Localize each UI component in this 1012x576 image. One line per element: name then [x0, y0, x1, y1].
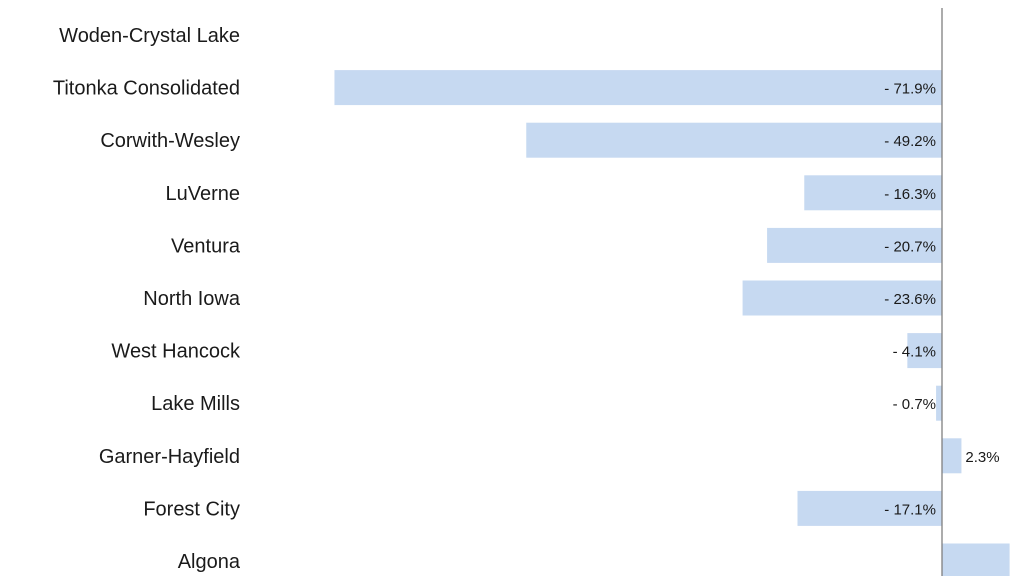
bar-corwith-wesley: [526, 122, 942, 158]
category-label-north-iowa: North Iowa: [143, 288, 241, 310]
bar-ventura: [767, 227, 942, 263]
category-label-luverne: LuVerne: [165, 183, 240, 205]
category-label-ventura: Ventura: [171, 235, 241, 257]
bar-forest-city: [797, 490, 942, 526]
category-labels-group: Woden-Crystal Lake Titonka Consolidated Co…: [53, 25, 241, 573]
bar-luverne: [804, 175, 942, 211]
value-label-garner-hayfield: 2.3%: [965, 449, 999, 466]
category-label-titonka-consolidated: Titonka Consolidated: [53, 78, 240, 100]
category-label-woden-crystal-lake: Woden-Crystal Lake: [59, 25, 240, 47]
value-label-lake-mills: - 0.7%: [893, 396, 936, 413]
bar-lake-mills: [936, 385, 942, 421]
value-label-north-iowa: - 23.6%: [884, 291, 936, 308]
bar-west-hancock: [907, 333, 942, 369]
category-label-algona: Algona: [178, 551, 241, 573]
value-label-forest-city: - 17.1%: [884, 501, 936, 518]
value-label-corwith-wesley: - 49.2%: [884, 133, 936, 150]
bar-garner-hayfield: [942, 438, 962, 474]
value-label-titonka-consolidated: - 71.9%: [884, 81, 936, 98]
value-labels-group: - 71.9% - 49.2% - 16.3% - 20.7% - 23.6% - 4.1…: [884, 81, 999, 519]
bar-north-iowa: [742, 280, 942, 316]
category-label-lake-mills: Lake Mills: [151, 393, 240, 415]
category-label-west-hancock: West Hancock: [111, 341, 241, 363]
category-label-garner-hayfield: Garner-Hayfield: [99, 446, 240, 468]
bar-titonka-consolidated: [334, 70, 942, 106]
bar-algona: [942, 543, 1010, 576]
category-label-corwith-wesley: Corwith-Wesley: [100, 130, 240, 152]
value-label-west-hancock: - 4.1%: [893, 344, 936, 361]
category-label-forest-city: Forest City: [143, 498, 240, 520]
value-label-ventura: - 20.7%: [884, 238, 936, 255]
bars-group: [334, 70, 1010, 576]
value-label-luverne: - 16.3%: [884, 186, 936, 203]
